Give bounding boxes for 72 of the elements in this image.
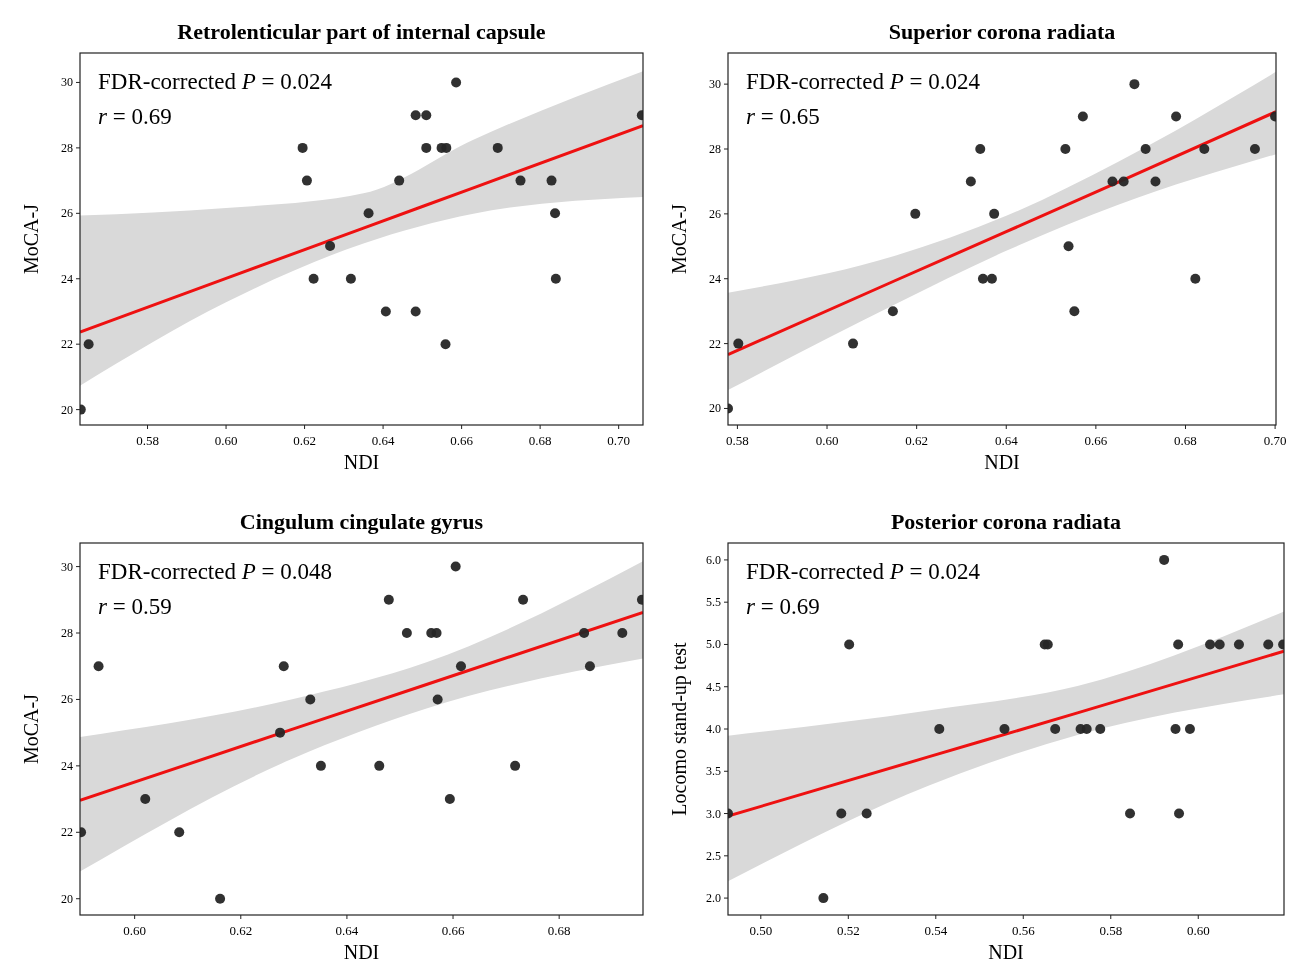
y-tick-label: 30 bbox=[61, 75, 73, 90]
x-tick-label: 0.70 bbox=[607, 433, 631, 448]
chart-title: Superior corona radiata bbox=[888, 19, 1116, 44]
y-tick-label: 5.0 bbox=[706, 637, 721, 652]
annotation: FDR-corrected P = 0.024 bbox=[98, 69, 333, 94]
y-tick-label: 30 bbox=[61, 559, 73, 574]
x-axis-title: NDI bbox=[343, 451, 380, 473]
chart-title: Retrolenticular part of internal capsule bbox=[177, 19, 546, 44]
annotation: FDR-corrected P = 0.048 bbox=[98, 559, 332, 584]
y-tick-label: 20 bbox=[709, 401, 721, 416]
chart-title: Posterior corona radiata bbox=[890, 509, 1122, 534]
x-tick-label: 0.60 bbox=[214, 433, 238, 448]
annotation: r = 0.69 bbox=[98, 104, 172, 129]
y-axis-title: Locomo stand-up test bbox=[668, 641, 691, 816]
y-tick-label: 6.0 bbox=[706, 552, 721, 567]
x-tick-label: 0.68 bbox=[1174, 433, 1197, 448]
y-tick-label: 4.5 bbox=[706, 679, 721, 694]
annotation: r = 0.69 bbox=[746, 594, 820, 619]
y-tick-label: 3.5 bbox=[706, 764, 721, 779]
x-tick-label: 0.62 bbox=[229, 923, 253, 938]
y-tick-label: 20 bbox=[61, 891, 73, 906]
y-tick-label: 24 bbox=[61, 758, 73, 773]
x-tick-label: 0.60 bbox=[815, 433, 839, 448]
x-axis-title: NDI bbox=[984, 451, 1020, 473]
x-tick-label: 0.64 bbox=[335, 923, 359, 938]
y-tick-label: 22 bbox=[61, 337, 73, 352]
annotation: FDR-corrected P = 0.024 bbox=[746, 69, 981, 94]
x-tick-label: 0.70 bbox=[1263, 433, 1287, 448]
x-tick-label: 0.64 bbox=[994, 433, 1019, 448]
y-tick-label: 24 bbox=[709, 271, 721, 286]
annotation: r = 0.65 bbox=[746, 104, 820, 129]
y-tick-label: 24 bbox=[61, 271, 73, 286]
x-tick-label: 0.62 bbox=[293, 433, 316, 448]
y-tick-label: 20 bbox=[61, 402, 73, 417]
x-tick-label: 0.68 bbox=[528, 433, 552, 448]
y-tick-label: 4.0 bbox=[706, 722, 721, 736]
y-axis-title: MoCA-J bbox=[668, 203, 690, 275]
x-axis-title: NDI bbox=[343, 941, 380, 963]
x-tick-label: 0.58 bbox=[1099, 923, 1123, 938]
x-tick-label: 0.66 bbox=[1084, 433, 1108, 448]
y-tick-label: 2.5 bbox=[706, 848, 721, 863]
y-tick-label: 28 bbox=[61, 626, 73, 641]
y-tick-label: 28 bbox=[709, 142, 721, 156]
x-tick-label: 0.50 bbox=[749, 923, 773, 938]
y-tick-label: 22 bbox=[709, 336, 721, 351]
annotation: r = 0.59 bbox=[98, 594, 172, 619]
x-axis-title: NDI bbox=[988, 941, 1024, 963]
annotation: FDR-corrected P = 0.024 bbox=[746, 559, 981, 584]
y-tick-label: 26 bbox=[709, 206, 721, 221]
y-tick-label: 2.0 bbox=[706, 891, 721, 906]
x-tick-label: 0.56 bbox=[1011, 923, 1036, 938]
x-tick-label: 0.60 bbox=[1186, 923, 1210, 938]
x-tick-label: 0.68 bbox=[547, 923, 571, 938]
x-tick-label: 0.60 bbox=[123, 923, 147, 938]
x-tick-label: 0.62 bbox=[905, 433, 929, 448]
y-tick-label: 26 bbox=[61, 692, 73, 707]
chart-title: Cingulum cingulate gyrus bbox=[239, 509, 484, 534]
x-tick-label: 0.58 bbox=[136, 433, 159, 448]
x-tick-label: 0.66 bbox=[441, 923, 465, 938]
y-tick-label: 28 bbox=[61, 140, 73, 155]
x-tick-label: 0.64 bbox=[371, 433, 395, 448]
y-tick-label: 5.5 bbox=[706, 595, 721, 610]
y-tick-label: 30 bbox=[709, 77, 721, 92]
y-tick-label: 26 bbox=[61, 206, 73, 221]
x-tick-label: 0.52 bbox=[836, 923, 860, 938]
x-tick-label: 0.66 bbox=[450, 433, 474, 448]
x-tick-label: 0.54 bbox=[924, 923, 948, 938]
y-tick-label: 22 bbox=[61, 825, 73, 840]
x-tick-label: 0.58 bbox=[726, 433, 749, 448]
y-tick-label: 3.0 bbox=[706, 806, 721, 821]
y-axis-title: MoCA-J bbox=[20, 693, 42, 765]
y-axis-title: MoCA-J bbox=[20, 203, 42, 275]
